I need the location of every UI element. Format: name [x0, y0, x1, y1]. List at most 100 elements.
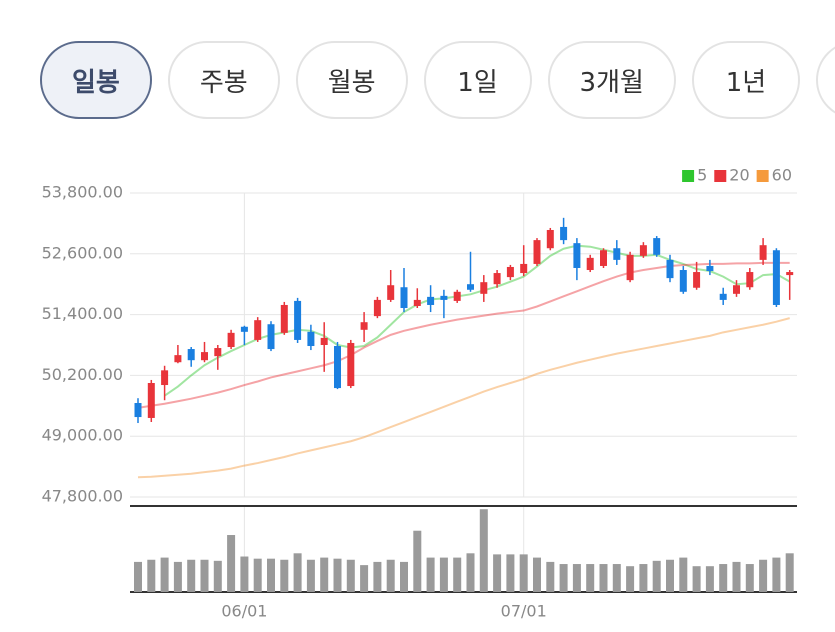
candle-body [147, 383, 155, 418]
legend-label: 20 [729, 166, 749, 185]
volume-bar [320, 557, 329, 592]
candle-body [440, 295, 448, 300]
candle-body [267, 324, 275, 350]
candle-body [400, 287, 408, 309]
volume-bar [559, 564, 568, 592]
volume-bar [453, 557, 462, 592]
candle-body [786, 272, 794, 276]
candle-body [174, 355, 182, 363]
period-tab[interactable]: 3개월 [547, 41, 676, 119]
y-tick-label: 49,000.00 [42, 426, 123, 445]
volume-bar [227, 535, 236, 592]
y-tick-label: 52,600.00 [42, 243, 123, 262]
volume-bar [759, 559, 768, 592]
period-tab[interactable]: 일봉 [40, 41, 152, 119]
legend-swatch [756, 170, 769, 182]
volume-bar [187, 559, 196, 592]
x-tick-label: 06/01 [221, 602, 267, 621]
volume-bar [373, 561, 382, 592]
candle-body [347, 342, 355, 387]
ma-line [137, 317, 790, 479]
volume-bar [519, 554, 528, 592]
volume-bar [506, 554, 515, 592]
candle-body [693, 272, 701, 288]
volume-bar [400, 561, 408, 592]
candle-body [254, 320, 262, 340]
candle-body [546, 229, 554, 249]
volume-bar [626, 566, 635, 592]
candle-body [187, 349, 195, 361]
volume-bar [240, 556, 249, 592]
candle-body [413, 299, 421, 306]
candle-body [227, 332, 235, 348]
candle-body [201, 352, 208, 361]
volume-bar [213, 560, 222, 592]
volume-bar [639, 564, 648, 592]
candle-body [427, 296, 435, 305]
candle-body [772, 250, 780, 305]
volume-bar [160, 557, 169, 592]
volume-bar [333, 558, 342, 592]
candle-body [294, 300, 302, 340]
volume-bar [413, 530, 422, 592]
candle-body [653, 238, 661, 255]
volume-bar [732, 561, 741, 592]
volume-bar [173, 561, 182, 592]
candle-body [746, 272, 754, 288]
candle-body [480, 282, 488, 294]
legend-swatch [714, 170, 727, 182]
volume-bar [439, 557, 448, 592]
candle-body [600, 250, 607, 266]
candle-body [134, 403, 142, 418]
period-tab[interactable]: 1년 [691, 41, 800, 119]
volume-bar [652, 560, 661, 592]
candle-body [320, 337, 328, 345]
volume-bar [546, 561, 555, 592]
ma-line [137, 261, 790, 409]
candle-body [373, 299, 381, 317]
volume-bar [293, 553, 302, 592]
candle-body [533, 240, 541, 264]
candle-body [719, 293, 727, 300]
volume-bar [705, 566, 714, 592]
volume-bar [360, 565, 369, 592]
y-tick-label: 51,400.00 [42, 304, 123, 323]
candle-body [161, 370, 169, 386]
candle-body [387, 285, 395, 300]
candle-body [573, 243, 581, 268]
candle-body [520, 263, 528, 274]
volume-bar [346, 559, 355, 592]
period-tab[interactable]: 월봉 [295, 41, 408, 119]
x-tick-label: 07/01 [501, 602, 547, 621]
volume-bar [200, 559, 209, 592]
candle-body [240, 326, 248, 332]
candle-body [666, 259, 674, 279]
legend-swatch [682, 170, 695, 182]
candle-body [214, 348, 222, 357]
candle-body [639, 245, 647, 256]
candle-body [586, 257, 594, 271]
candle-body [506, 266, 514, 278]
volume-bar [572, 564, 581, 592]
candle-body [453, 291, 461, 301]
legend-label: 5 [697, 166, 707, 185]
volume-bar [612, 564, 621, 592]
volume-bar [253, 558, 262, 592]
volume-bar [267, 558, 275, 592]
candle-body [626, 254, 634, 281]
volume-bar [772, 557, 781, 592]
volume-bar [386, 559, 395, 592]
volume-bar [306, 559, 315, 592]
period-tabs: 일봉주봉월봉1일3개월1년3 [40, 41, 835, 125]
period-tab[interactable]: 주봉 [167, 41, 280, 119]
candle-body [307, 331, 315, 347]
candle-body [733, 285, 740, 294]
volume-bar [679, 557, 688, 592]
volume-bar [493, 554, 502, 592]
volume-bar [666, 559, 674, 592]
period-tab[interactable]: 1일 [423, 41, 532, 119]
volume-bar [533, 557, 541, 592]
legend-label: 60 [772, 166, 792, 185]
